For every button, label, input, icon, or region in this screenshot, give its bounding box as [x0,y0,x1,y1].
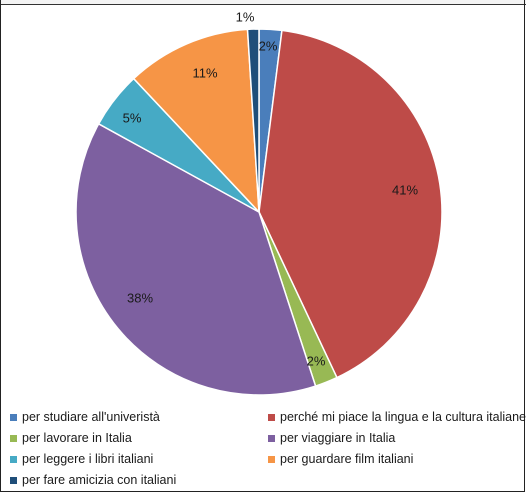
legend-swatch [10,476,17,484]
pie-slice-5 [132,28,260,215]
legend-label: per guardare film italiani [280,452,414,466]
legend-item-0: per studiare all'univeristà [10,410,160,424]
pie-slice-3 [75,122,317,396]
legend-label: per studiare all'univeristà [22,410,160,424]
legend-item-1: perché mi piace la lingua e la cultura i… [268,410,526,424]
chart-legend: per studiare all'univeristà perché mi pia… [10,410,526,494]
slice-data-label-3: 38% [127,290,153,305]
legend-label: per viaggiare in Italia [280,431,396,445]
slice-data-label-6: 1% [236,9,255,24]
legend-label: per leggere i libri italiani [22,452,154,466]
legend-row: per lavorare in Italia per viaggiare in I… [10,431,522,452]
legend-label: per lavorare in Italia [22,431,132,445]
legend-row: per fare amicizia con italiani [10,473,522,494]
legend-swatch [268,455,275,463]
pie-slice-1 [258,29,443,379]
legend-label: per fare amicizia con italiani [22,473,177,487]
pie-chart: 2% 41% 2% 38% 5% 11% 1% [75,9,443,396]
legend-swatch [10,413,17,421]
legend-row: per studiare all'univeristà perché mi pia… [10,410,526,431]
legend-swatch [268,434,275,442]
legend-swatch [10,434,17,442]
slice-data-label-2: 2% [307,353,326,368]
legend-item-4: per leggere i libri italiani [10,452,153,466]
legend-item-5: per guardare film italiani [268,452,413,466]
legend-item-2: per lavorare in Italia [10,431,132,445]
legend-swatch [10,455,17,463]
slice-data-label-5: 11% [192,65,217,80]
top-border [0,0,526,5]
slice-data-label-0: 2% [259,38,278,53]
pie-slice-6 [246,28,260,213]
legend-item-3: per viaggiare in Italia [268,431,395,445]
legend-swatch [268,413,275,421]
legend-item-6: per fare amicizia con italiani [10,473,176,487]
legend-label: perché mi piace la lingua e la cultura i… [280,410,526,424]
legend-row: per leggere i libri italiani per guardare… [10,452,522,473]
slice-data-label-1: 41% [392,182,418,197]
slice-data-label-4: 5% [123,110,142,125]
